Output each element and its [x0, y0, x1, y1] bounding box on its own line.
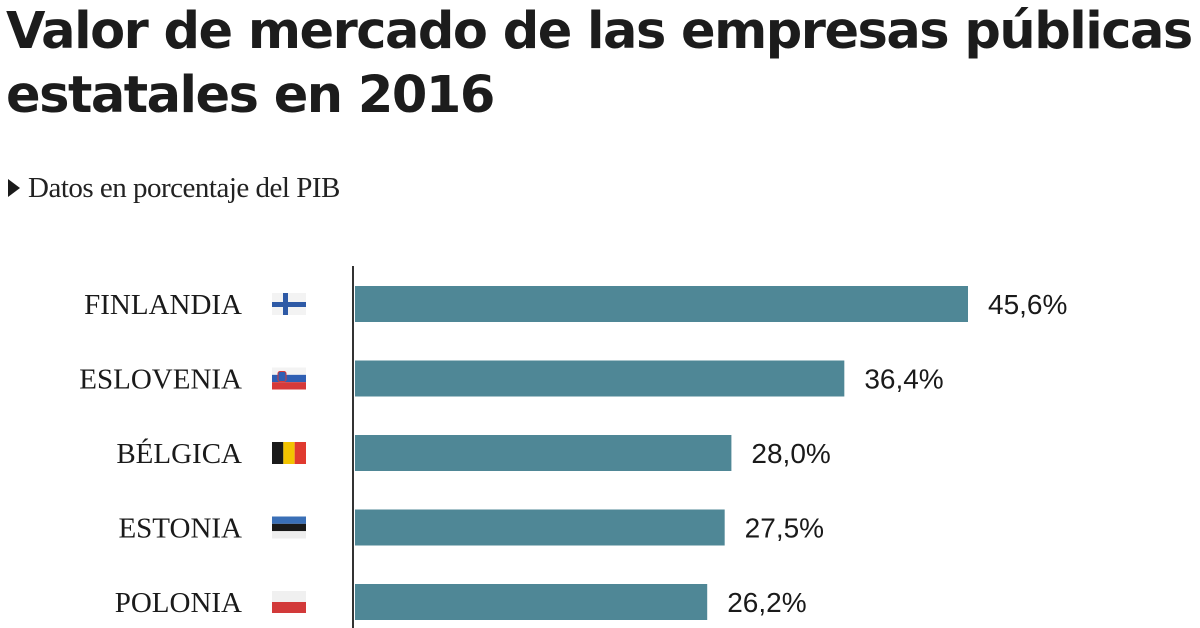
value-label-eslovenia: 36,4%: [864, 364, 943, 395]
estonia-flag-black: [272, 523, 306, 532]
poland-flag-icon: [272, 591, 306, 602]
chart-title: Valor de mercado de las empresas pública…: [6, 2, 1193, 125]
category-label-eslovenia: ESLOVENIA: [79, 364, 242, 396]
category-label-polonia: POLONIA: [115, 587, 242, 619]
triangle-bullet-icon: [8, 179, 20, 197]
bar-belgica: [355, 435, 732, 471]
slovenia-flag-red: [272, 382, 306, 390]
bar-finlandia: [355, 286, 968, 322]
belgium-flag-yellow: [283, 442, 295, 464]
value-label-estonia: 27,5%: [745, 513, 824, 544]
slovenia-flag-icon: [272, 367, 306, 375]
estonia-flag-icon: [272, 516, 306, 524]
poland-flag-red: [272, 602, 306, 613]
value-label-belgica: 28,0%: [751, 438, 830, 469]
belgium-flag-red: [294, 442, 306, 464]
slovenia-flag-shield: [277, 371, 287, 382]
value-label-finlandia: 45,6%: [988, 289, 1067, 320]
estonia-flag-white: [272, 531, 306, 539]
category-label-belgica: BÉLGICA: [116, 437, 242, 470]
subtitle-text: Datos en porcentaje del PIB: [28, 171, 340, 204]
value-label-polonia: 26,2%: [727, 587, 806, 618]
bar-polonia: [355, 584, 708, 620]
chart-subtitle: Datos en porcentaje del PIB: [8, 168, 340, 208]
finland-flag-cross-h: [272, 302, 306, 307]
bar-estonia: [355, 509, 725, 546]
slovenia-flag-blue: [272, 374, 306, 383]
category-label-finlandia: FINLANDIA: [84, 289, 242, 321]
bar-eslovenia: [355, 360, 845, 397]
category-label-estonia: ESTONIA: [118, 513, 242, 545]
belgium-flag-icon: [272, 442, 284, 464]
